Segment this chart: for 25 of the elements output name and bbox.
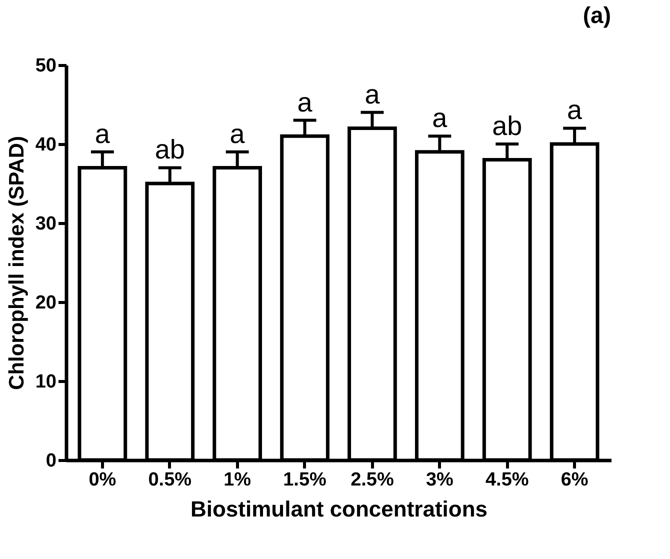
y-tick-label: 0 — [46, 450, 56, 472]
x-tick-label: 3% — [426, 470, 454, 490]
y-axis-title: Chlorophyll index (SPAD) — [5, 136, 28, 390]
annotation: a — [94, 118, 111, 149]
y-tick-label: 20 — [35, 292, 56, 314]
y-tick-label: 30 — [35, 214, 56, 234]
x-tick-label: 6% — [560, 470, 588, 490]
x-tick-label: 0.5% — [148, 470, 192, 490]
y-tick-label: 10 — [35, 372, 56, 392]
annotation: a — [364, 79, 381, 110]
annotation: a — [567, 95, 584, 126]
y-tick-label: 50 — [35, 56, 56, 76]
y-tick-label: 40 — [35, 134, 56, 156]
x-tick-label: 4.5% — [485, 470, 529, 490]
annotation: ab — [154, 134, 185, 165]
annotation: a — [230, 118, 246, 149]
annotation: a — [297, 87, 314, 118]
chart-title: (a) — [582, 2, 611, 28]
x-tick-label: 1% — [224, 470, 252, 490]
annotation: ab — [492, 111, 522, 141]
x-tick-label: 2.5% — [350, 470, 394, 490]
x-axis-title: Biostimulant concentrations — [190, 496, 488, 522]
annotation: a — [432, 103, 448, 134]
x-tick-label: 0% — [88, 470, 116, 490]
x-tick-label: 1.5% — [283, 470, 327, 490]
